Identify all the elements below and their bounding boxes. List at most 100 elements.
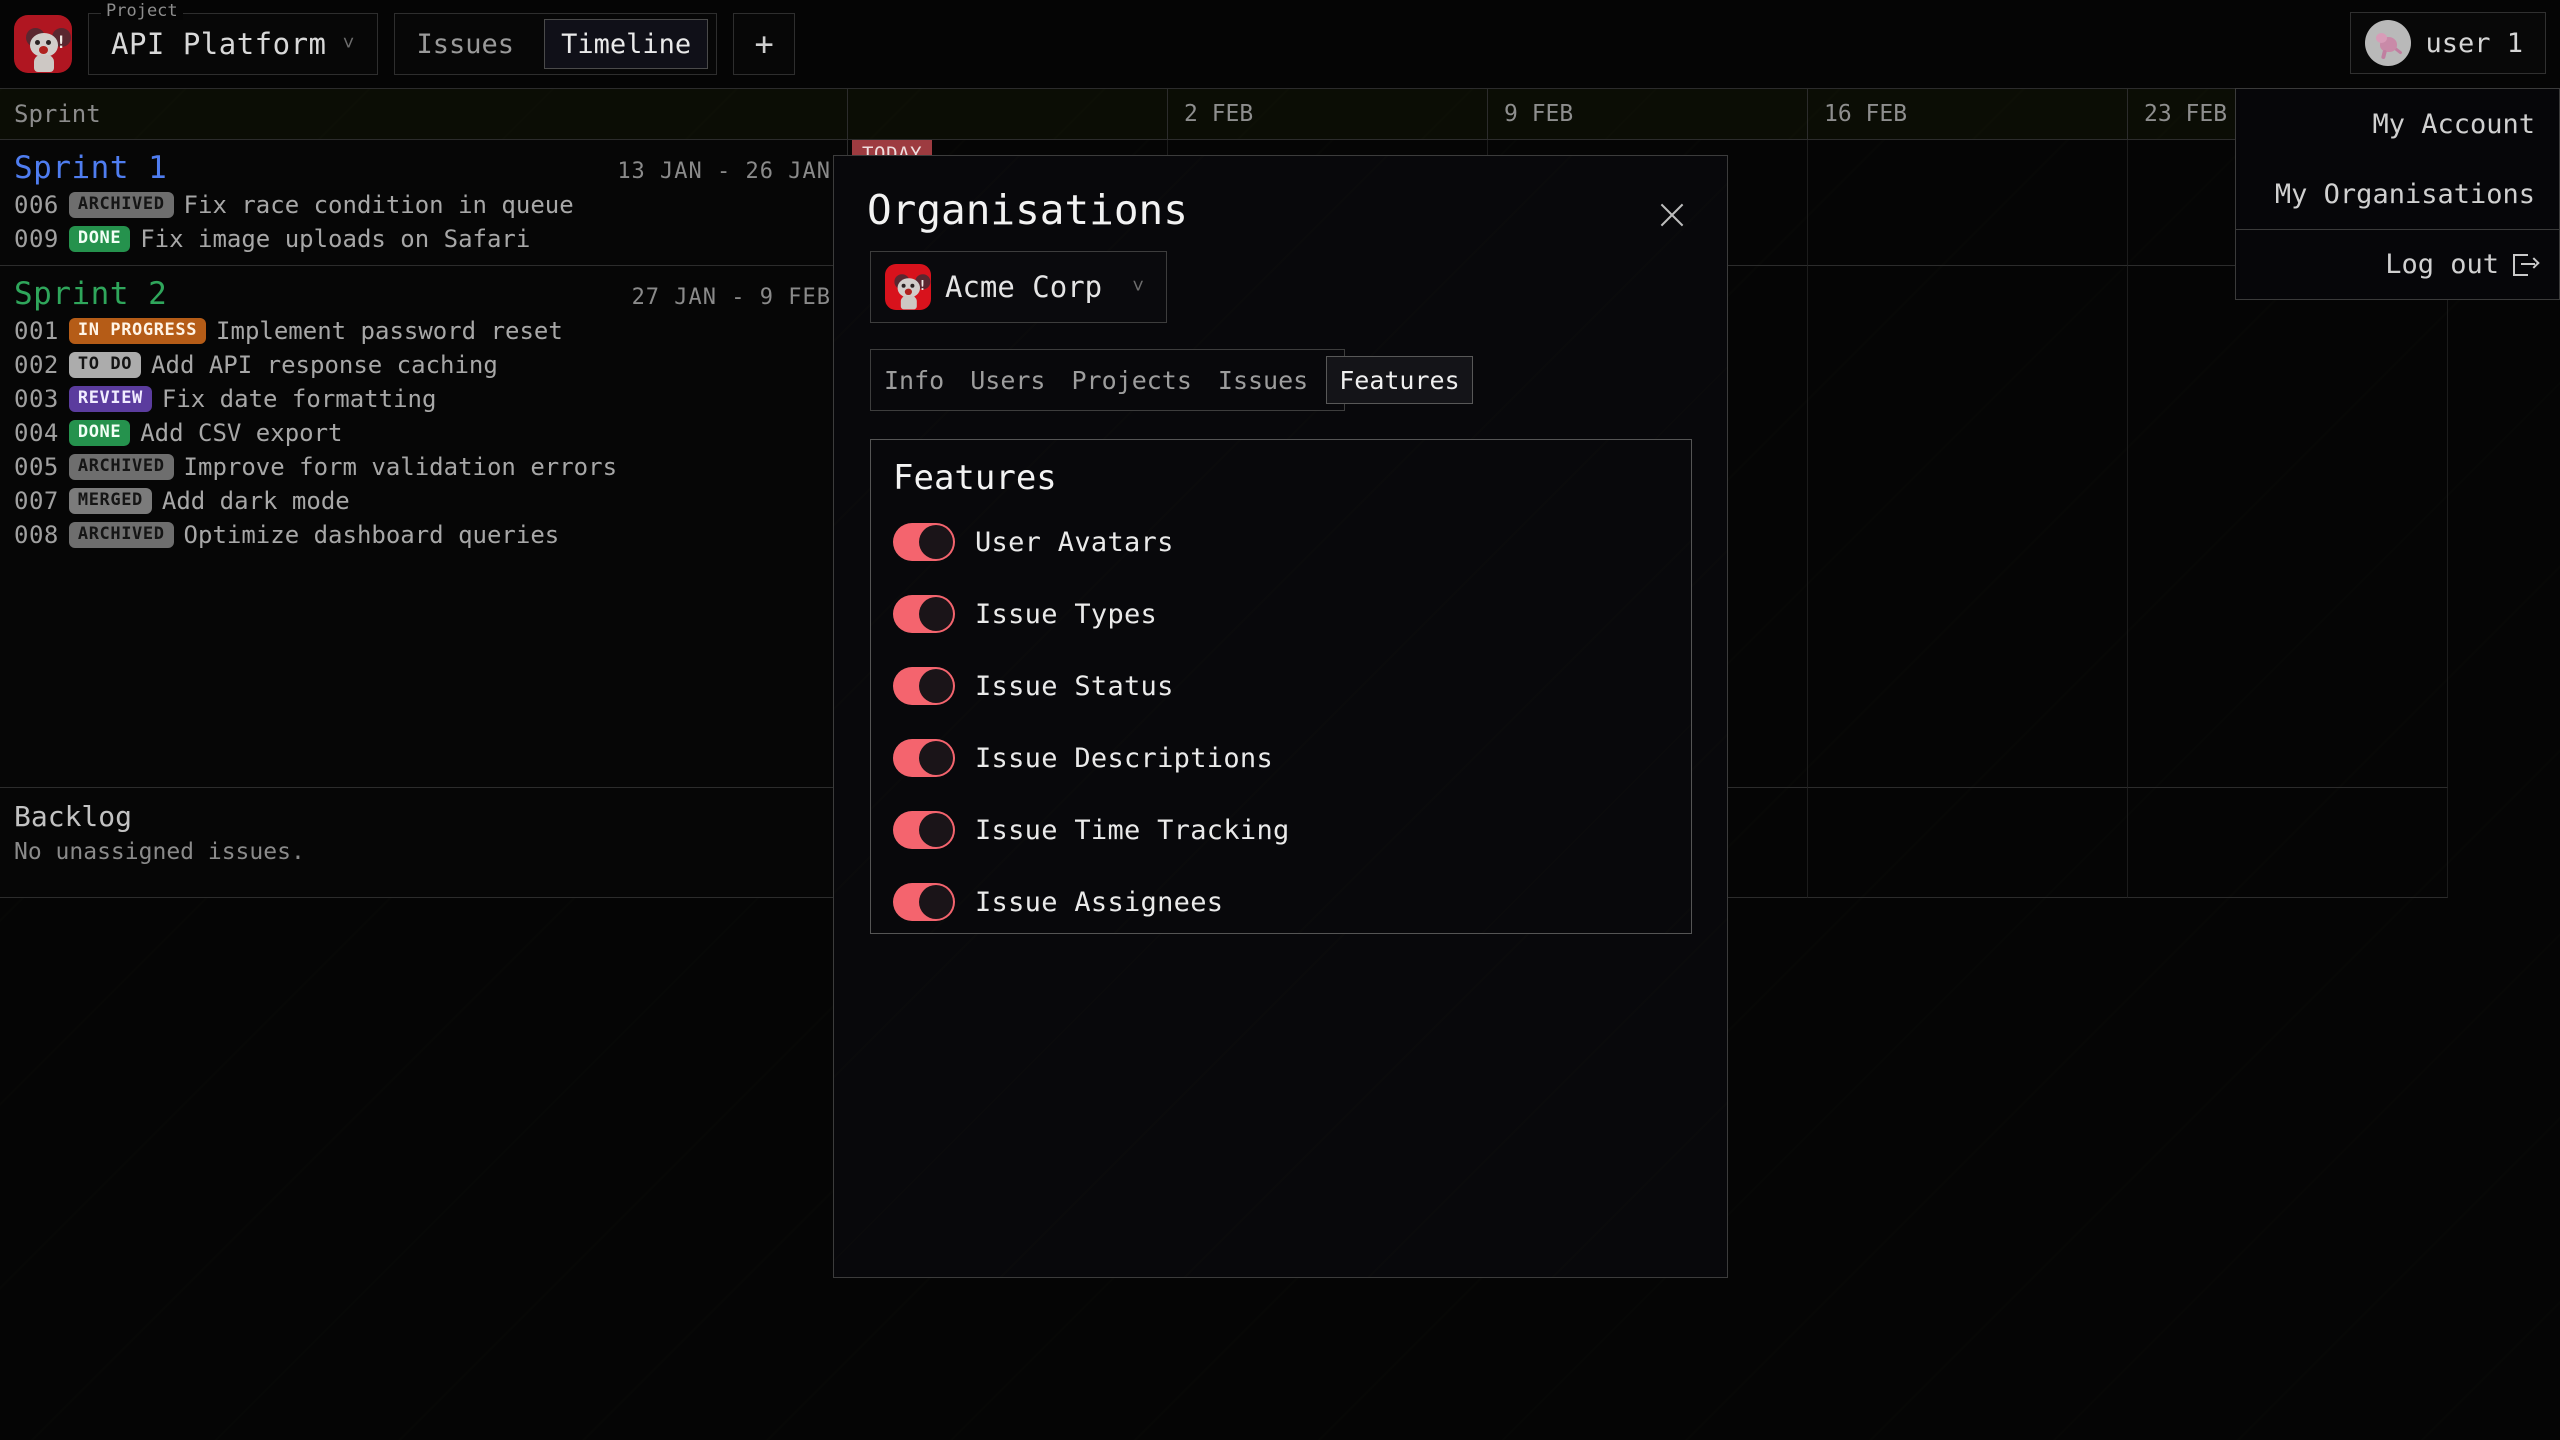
toggle-issue-descriptions[interactable] bbox=[893, 739, 955, 777]
list-item[interactable]: 005 ARCHIVED Improve form validation err… bbox=[0, 450, 847, 484]
sprint-name: Sprint 2 bbox=[14, 276, 168, 312]
tab-projects[interactable]: Projects bbox=[1071, 365, 1192, 395]
list-item[interactable]: 009 DONE Fix image uploads on Safari bbox=[0, 222, 847, 256]
issue-id: 002 bbox=[14, 351, 59, 379]
list-item: Issue Descriptions bbox=[893, 722, 1691, 794]
sprint-2-panel[interactable]: Sprint 2 27 JAN - 9 FEB 001 IN PROGRESS … bbox=[0, 266, 848, 788]
timeline-cell[interactable] bbox=[1808, 140, 2128, 266]
toggle-user-avatars[interactable] bbox=[893, 523, 955, 561]
issue-id: 003 bbox=[14, 385, 59, 413]
chevron-down-icon: ˅ bbox=[342, 31, 355, 55]
user-menu-trigger[interactable]: user 1 bbox=[2350, 12, 2546, 74]
issue-title: Optimize dashboard queries bbox=[183, 521, 560, 549]
issue-id: 005 bbox=[14, 453, 59, 481]
project-legend: Project bbox=[101, 3, 183, 20]
toggle-issue-types[interactable] bbox=[893, 595, 955, 633]
issue-title: Fix race condition in queue bbox=[183, 191, 574, 219]
issue-id: 009 bbox=[14, 225, 59, 253]
sprint-column-header: Sprint bbox=[14, 100, 101, 128]
timeline-cell[interactable] bbox=[1808, 266, 2128, 788]
sprint-row: Sprint 1 13 JAN - 26 JAN 006 ARCHIVED Fi… bbox=[0, 140, 2560, 266]
tab-issues[interactable]: Issues bbox=[1217, 365, 1309, 395]
issue-id: 006 bbox=[14, 191, 59, 219]
date-column-header bbox=[848, 89, 1168, 139]
timeline-cell[interactable] bbox=[2128, 266, 2448, 788]
organisation-selector[interactable]: ! Acme Corp ˅ bbox=[870, 251, 1168, 323]
app-logo-icon[interactable]: ! bbox=[14, 15, 72, 73]
feature-label: Issue Assignees bbox=[975, 886, 1224, 918]
sprint-1-panel[interactable]: Sprint 1 13 JAN - 26 JAN 006 ARCHIVED Fi… bbox=[0, 140, 848, 266]
timeline-grid: Sprint 2 FEB 9 FEB 16 FEB 23 FEB TODAY S… bbox=[0, 88, 2560, 898]
toggle-issue-time-tracking[interactable] bbox=[893, 811, 955, 849]
modal-tab-group: Info Users Projects Issues Features bbox=[870, 349, 1473, 411]
list-item[interactable]: 006 ARCHIVED Fix race condition in queue bbox=[0, 188, 847, 222]
tab-info[interactable]: Info bbox=[884, 365, 945, 395]
sprint-header: Sprint 2 27 JAN - 9 FEB bbox=[0, 266, 847, 314]
backlog-panel[interactable]: Backlog No unassigned issues. bbox=[0, 788, 848, 898]
issue-title: Add CSV export bbox=[140, 419, 343, 447]
issue-title: Add API response caching bbox=[151, 351, 498, 379]
toggle-issue-status[interactable] bbox=[893, 667, 955, 705]
menu-item-log-out-label: Log out bbox=[2385, 249, 2499, 280]
logout-icon bbox=[2513, 253, 2540, 276]
organisations-modal: Organisations ! Acme Corp ˅ Info Users P… bbox=[833, 155, 1728, 1278]
list-item[interactable]: 007 MERGED Add dark mode bbox=[0, 484, 847, 518]
features-panel: Features User Avatars Issue Types Issue … bbox=[870, 439, 1692, 934]
issue-id: 008 bbox=[14, 521, 59, 549]
project-selector[interactable]: Project API Platform ˅ bbox=[88, 3, 378, 75]
list-item[interactable]: 002 TO DO Add API response caching bbox=[0, 348, 847, 382]
tab-issues[interactable]: Issues bbox=[416, 28, 515, 60]
feature-label: Issue Types bbox=[975, 598, 1158, 630]
list-item: Issue Time Tracking bbox=[893, 794, 1691, 866]
features-list: User Avatars Issue Types Issue Status Is… bbox=[871, 506, 1691, 933]
sprint-dates: 27 JAN - 9 FEB bbox=[631, 285, 831, 310]
issue-title: Implement password reset bbox=[216, 317, 563, 345]
koala-org-logo-icon: ! bbox=[885, 264, 931, 310]
issue-title: Add dark mode bbox=[161, 487, 350, 515]
sprint-dates: 13 JAN - 26 JAN bbox=[617, 159, 831, 184]
feature-label: Issue Descriptions bbox=[975, 742, 1273, 774]
organisation-name: Acme Corp bbox=[945, 270, 1103, 304]
date-column-header: 9 FEB bbox=[1488, 89, 1808, 139]
status-badge: IN PROGRESS bbox=[68, 318, 207, 344]
features-title: Features bbox=[893, 458, 1057, 498]
tab-users[interactable]: Users bbox=[970, 365, 1046, 395]
status-badge: ARCHIVED bbox=[68, 522, 174, 548]
user-dropdown-menu: My Account My Organisations Log out bbox=[2235, 88, 2560, 300]
issue-id: 004 bbox=[14, 419, 59, 447]
toggle-issue-assignees[interactable] bbox=[893, 883, 955, 921]
list-item[interactable]: 001 IN PROGRESS Implement password reset bbox=[0, 314, 847, 348]
issue-id: 007 bbox=[14, 487, 59, 515]
feature-label: Issue Time Tracking bbox=[975, 814, 1290, 846]
view-tab-group: Issues Timeline bbox=[393, 13, 718, 75]
backlog-title: Backlog bbox=[14, 800, 133, 833]
sprint-row: Sprint 2 27 JAN - 9 FEB 001 IN PROGRESS … bbox=[0, 266, 2560, 788]
list-item: Issue Types bbox=[893, 578, 1691, 650]
timeline-cell[interactable] bbox=[1808, 788, 2128, 898]
status-badge: DONE bbox=[68, 420, 131, 446]
backlog-empty-text: No unassigned issues. bbox=[14, 839, 305, 865]
list-item: Issue Status bbox=[893, 650, 1691, 722]
status-badge: REVIEW bbox=[68, 386, 152, 412]
tab-timeline[interactable]: Timeline bbox=[544, 19, 709, 69]
tab-features[interactable]: Features bbox=[1326, 356, 1473, 404]
menu-item-my-organisations[interactable]: My Organisations bbox=[2274, 178, 2535, 210]
add-view-button[interactable]: + bbox=[733, 13, 796, 75]
list-item: User Avatars bbox=[893, 506, 1691, 578]
list-item[interactable]: 003 REVIEW Fix date formatting bbox=[0, 382, 847, 416]
list-item[interactable]: 004 DONE Add CSV export bbox=[0, 416, 847, 450]
close-icon[interactable] bbox=[1657, 199, 1691, 233]
feature-label: Issue Status bbox=[975, 670, 1174, 702]
menu-item-log-out[interactable]: Log out bbox=[2236, 229, 2559, 299]
avatar bbox=[2365, 20, 2412, 66]
feature-label: User Avatars bbox=[975, 526, 1174, 558]
timeline-header-row: Sprint 2 FEB 9 FEB 16 FEB 23 FEB bbox=[0, 88, 2560, 140]
menu-item-my-account[interactable]: My Account bbox=[2372, 108, 2535, 140]
timeline-cell[interactable] bbox=[2128, 788, 2448, 898]
issue-title: Fix date formatting bbox=[161, 385, 437, 413]
project-name: API Platform bbox=[111, 27, 327, 61]
issue-id: 001 bbox=[14, 317, 59, 345]
list-item[interactable]: 008 ARCHIVED Optimize dashboard queries bbox=[0, 518, 847, 552]
sprint-header: Sprint 1 13 JAN - 26 JAN bbox=[0, 140, 847, 188]
date-column-header: 2 FEB bbox=[1168, 89, 1488, 139]
